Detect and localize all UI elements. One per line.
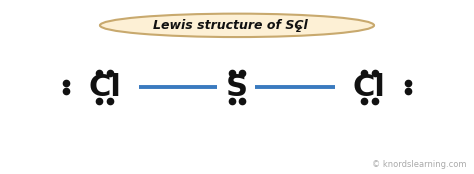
Text: Cl: Cl [353,73,386,101]
Ellipse shape [100,14,374,37]
Text: © knordslearning.com: © knordslearning.com [372,160,466,169]
Text: 2: 2 [296,25,302,34]
Text: Cl: Cl [88,73,121,101]
Text: Lewis structure of SCl: Lewis structure of SCl [153,19,307,32]
Text: S: S [226,73,248,101]
